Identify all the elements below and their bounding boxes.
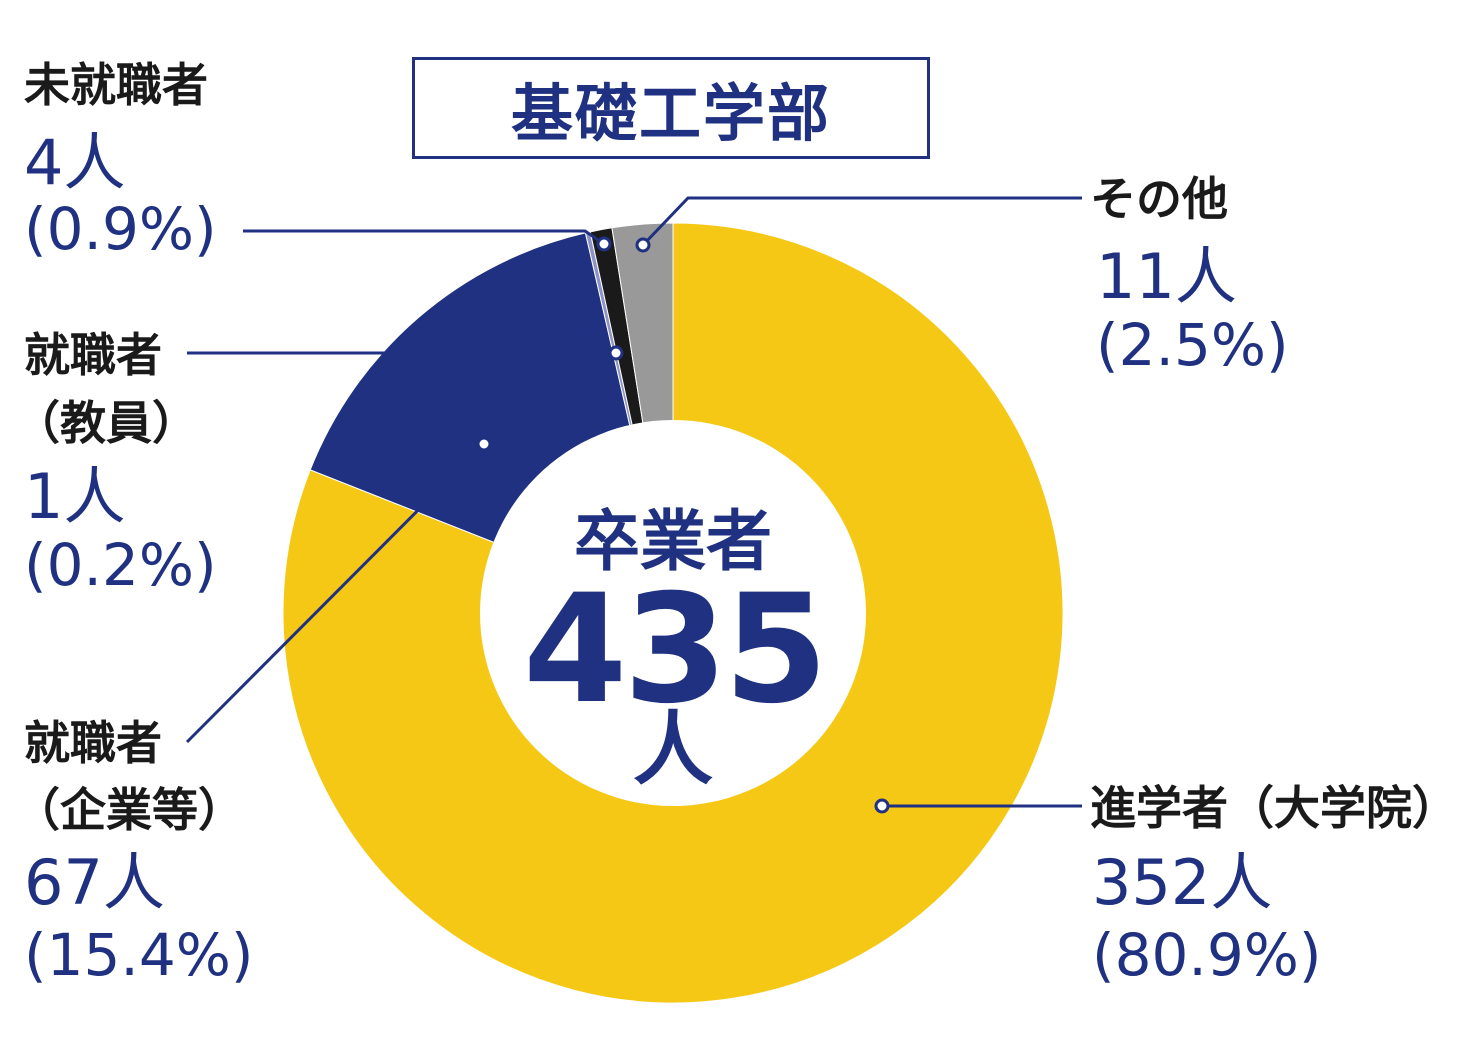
leader-line-unemployed: [243, 229, 605, 246]
label-grad-count: 352人: [1092, 846, 1273, 919]
label-other-category: その他: [1090, 172, 1228, 226]
label-teacher-percent: (0.2%): [24, 531, 217, 599]
donut-hole: [480, 420, 866, 806]
label-company-percent: (15.4%): [24, 921, 254, 989]
label-company-category2: （企業等）: [14, 783, 244, 837]
label-other-percent: (2.5%): [1096, 311, 1289, 379]
label-teacher-count: 1人: [24, 460, 126, 533]
label-unemployed-count: 4人: [24, 126, 126, 199]
leader-dot-grad: [874, 798, 890, 814]
leader-lines: [185, 196, 1082, 808]
label-company-count: 67人: [24, 846, 165, 919]
leader-dot-unemployed: [596, 236, 612, 252]
label-company-category: 就職者: [24, 716, 162, 770]
leader-line-other: [641, 196, 1082, 247]
leader-dots: [476, 236, 890, 814]
center-total: 435: [523, 563, 828, 737]
leader-dot-company: [476, 436, 492, 452]
label-teacher-category: 就職者: [24, 328, 162, 382]
chart-title: 基礎工学部: [412, 57, 930, 159]
leader-dot-other: [635, 237, 651, 253]
label-other-count: 11人: [1096, 240, 1237, 313]
leader-line-company: [185, 442, 486, 744]
label-unemployed-category: 未就職者: [24, 58, 208, 112]
slice-grad: [282, 222, 1064, 1004]
center-unit: 人: [633, 703, 713, 796]
donut-slices: [282, 222, 1064, 1004]
leader-dot-teacher: [608, 345, 624, 361]
label-grad-percent: (80.9%): [1092, 921, 1322, 989]
label-unemployed-percent: (0.9%): [24, 195, 217, 263]
label-grad-category: 進学者（大学院）: [1090, 781, 1458, 835]
center-label: 卒業者: [574, 503, 772, 580]
label-teacher-category2: （教員）: [14, 396, 198, 450]
